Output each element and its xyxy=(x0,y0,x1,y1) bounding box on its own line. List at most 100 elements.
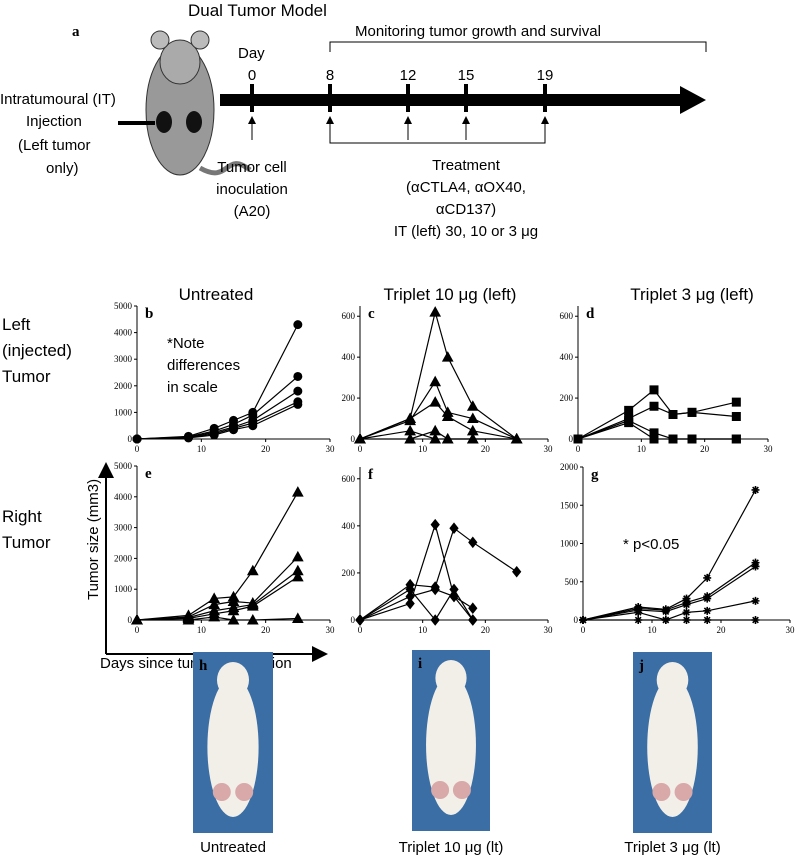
day-tick xyxy=(543,84,547,112)
day-number: 8 xyxy=(326,67,334,84)
data-point xyxy=(246,613,259,625)
data-point xyxy=(624,418,634,428)
day-tick xyxy=(250,84,254,112)
series-line xyxy=(360,430,517,440)
x-tick-label: 10 xyxy=(197,444,207,454)
data-point xyxy=(248,421,258,431)
y-tick-label: 200 xyxy=(342,568,356,578)
tumor xyxy=(452,781,471,799)
data-point xyxy=(246,564,259,576)
data-point xyxy=(649,401,659,411)
series-line xyxy=(136,576,299,621)
data-point xyxy=(429,424,442,436)
data-point xyxy=(687,434,697,444)
series-line xyxy=(359,401,517,440)
data-point xyxy=(405,597,415,610)
series-line xyxy=(577,421,737,440)
y-tick-label: 600 xyxy=(342,311,356,321)
tumor xyxy=(652,783,671,801)
data-point xyxy=(466,400,479,411)
day-tick xyxy=(406,84,410,112)
chart: 0 500 1000 1500 2000 0 10 20 30 g * p<0.05 xyxy=(560,462,795,635)
data-point xyxy=(751,485,760,494)
series-line xyxy=(137,616,298,621)
data-point xyxy=(468,536,478,549)
data-point xyxy=(449,522,459,535)
y-tick-label: 1000 xyxy=(560,539,579,549)
data-point xyxy=(731,397,741,407)
data-point xyxy=(227,613,240,625)
column-title: Triplet 3 μg (left) xyxy=(630,285,753,304)
x-tick-label: 30 xyxy=(326,625,336,635)
data-point xyxy=(291,550,304,562)
series-line xyxy=(577,405,737,440)
series-line xyxy=(582,489,757,621)
treatment-label: IT (left) 30, 10 or 3 μg xyxy=(394,223,538,240)
x-tick-label: 20 xyxy=(700,444,710,454)
data-point xyxy=(131,613,143,625)
treatment-bracket xyxy=(329,126,546,144)
y-tick-label: 1000 xyxy=(114,584,133,594)
day-label: Day xyxy=(238,45,265,62)
data-point xyxy=(751,596,760,605)
x-tick-label: 20 xyxy=(717,625,727,635)
day-number: 12 xyxy=(400,67,417,84)
data-point xyxy=(703,616,712,624)
series-line xyxy=(582,565,756,621)
chart: 0 200 400 600 0 10 20 30 f xyxy=(342,467,553,635)
x-tick-label: 20 xyxy=(261,625,271,635)
series-line xyxy=(136,570,299,621)
panel-letter: f xyxy=(368,467,374,483)
row-label: (injected) xyxy=(2,341,72,360)
data-point xyxy=(731,434,741,444)
tumor xyxy=(674,783,693,801)
treatment-label: Treatment xyxy=(432,157,501,174)
y-tick-label: 1000 xyxy=(114,407,133,417)
data-point xyxy=(246,600,259,611)
injection-label: only) xyxy=(46,160,79,177)
day-tick xyxy=(328,84,332,112)
x-tick-label: 0 xyxy=(358,444,363,454)
panel-letter: b xyxy=(145,306,153,322)
y-tick-label: 400 xyxy=(560,352,574,362)
panel-letter: j xyxy=(638,658,644,674)
data-point xyxy=(687,407,697,417)
y-tick-label: 600 xyxy=(342,474,356,484)
y-tick-label: 2000 xyxy=(560,462,579,472)
mouse-body xyxy=(647,677,698,817)
mouse-icon xyxy=(118,30,252,176)
data-point xyxy=(441,432,454,444)
timeline-arrow xyxy=(220,86,706,114)
schematic: Dual Tumor Model a Intratumoural (IT) In… xyxy=(0,1,707,240)
data-point xyxy=(293,320,303,330)
day-number: 19 xyxy=(537,67,554,84)
x-tick-label: 0 xyxy=(576,444,581,454)
mouse-head xyxy=(435,660,467,696)
data-point xyxy=(649,385,659,395)
y-tick-label: 5000 xyxy=(114,301,133,311)
mouse-body xyxy=(207,677,259,817)
x-tick-label: 20 xyxy=(481,625,491,635)
y-tick-label: 2000 xyxy=(114,553,133,563)
row-label: Left xyxy=(2,315,31,334)
data-point xyxy=(649,434,659,444)
data-point xyxy=(430,518,440,531)
chart: 0 200 400 600 0 10 20 30 d xyxy=(560,306,773,454)
data-point xyxy=(466,412,479,424)
tumor xyxy=(431,781,450,799)
y-tick-label: 0 xyxy=(574,615,579,625)
series-line xyxy=(136,403,299,440)
data-point xyxy=(668,409,678,419)
x-tick-label: 10 xyxy=(418,444,428,454)
photo-caption: Triplet 3 μg (lt) xyxy=(624,839,720,856)
data-point xyxy=(429,432,442,444)
panel-letter: g xyxy=(591,467,599,483)
data-point xyxy=(661,616,670,624)
data-point xyxy=(682,608,691,617)
annotation: in scale xyxy=(167,379,218,396)
data-point xyxy=(293,386,303,396)
injection-label: (Left tumor xyxy=(18,137,91,154)
y-tick-label: 4000 xyxy=(114,328,133,338)
y-tick-label: 0 xyxy=(128,615,133,625)
data-point xyxy=(668,434,678,444)
